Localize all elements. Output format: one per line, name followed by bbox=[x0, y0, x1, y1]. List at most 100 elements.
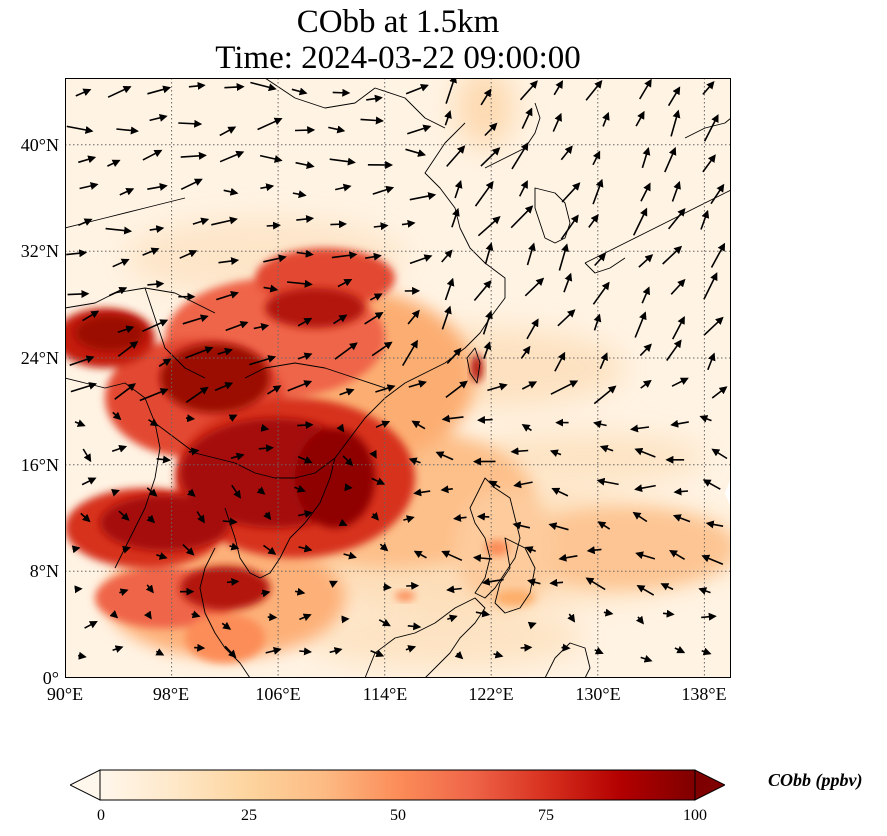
wind-arrow bbox=[364, 311, 384, 325]
wind-arrow bbox=[480, 88, 492, 106]
wind-arrow bbox=[549, 578, 564, 587]
wind-arrow bbox=[214, 382, 234, 392]
wind-arrow bbox=[230, 452, 245, 461]
wind-arrow bbox=[344, 483, 353, 492]
wind-arrow bbox=[148, 418, 159, 427]
wind-arrow bbox=[122, 545, 131, 554]
lat-tick-label: 0° bbox=[42, 668, 59, 688]
wind-arrow bbox=[67, 289, 90, 298]
wind-arrow bbox=[698, 587, 711, 595]
wind-arrow bbox=[294, 485, 306, 493]
wind-arrow bbox=[409, 254, 433, 265]
wind-arrow bbox=[180, 178, 203, 191]
lon-tick-label: 114°E bbox=[362, 684, 408, 704]
wind-arrow bbox=[225, 320, 249, 332]
wind-arrow bbox=[263, 284, 279, 293]
wind-arrow bbox=[112, 411, 122, 421]
wind-arrow bbox=[703, 272, 718, 300]
wind-arrow bbox=[372, 185, 395, 195]
wind-arrow bbox=[664, 146, 677, 173]
wind-arrow bbox=[375, 420, 391, 428]
wind-arrow bbox=[337, 278, 353, 288]
wind-arrow bbox=[378, 618, 391, 627]
wind-arrow bbox=[640, 182, 651, 202]
wind-arrow bbox=[635, 110, 645, 127]
colorbar-label: CObb (ppbv) bbox=[768, 770, 863, 790]
wind-arrow bbox=[261, 589, 271, 598]
wind-arrow bbox=[446, 347, 462, 365]
wind-arrow bbox=[74, 419, 86, 427]
wind-arrow bbox=[119, 188, 135, 196]
wind-arrow bbox=[482, 310, 493, 335]
wind-arrow bbox=[146, 514, 156, 524]
wind-arrow bbox=[297, 317, 313, 327]
wind-arrow bbox=[703, 114, 719, 142]
wind-arrow bbox=[69, 355, 95, 367]
wind-arrow bbox=[599, 444, 614, 453]
wind-arrow bbox=[112, 645, 124, 653]
wind-arrow bbox=[228, 414, 238, 422]
wind-arrow bbox=[403, 515, 415, 523]
wind-arrow bbox=[585, 80, 603, 101]
wind-arrow bbox=[360, 116, 384, 125]
wind-arrow bbox=[447, 614, 458, 623]
wind-arrow bbox=[260, 183, 275, 192]
wind-arrow bbox=[493, 650, 504, 659]
wind-arrow bbox=[641, 286, 650, 304]
wind-arrow bbox=[632, 207, 648, 236]
wind-arrow bbox=[221, 621, 232, 630]
wind-arrow bbox=[258, 444, 274, 453]
wind-arrow bbox=[560, 214, 579, 240]
coastlines bbox=[65, 78, 731, 678]
lon-tick-label: 106°E bbox=[255, 684, 301, 704]
wind-arrow bbox=[66, 249, 88, 258]
colorbar bbox=[70, 769, 725, 801]
wind-arrow bbox=[588, 214, 599, 228]
wind-arrow bbox=[296, 215, 315, 223]
wind-arrow bbox=[142, 149, 163, 161]
wind-arrow bbox=[477, 415, 493, 424]
wind-arrow bbox=[710, 242, 726, 268]
wind-arrow bbox=[74, 585, 83, 594]
wind-arrow bbox=[524, 546, 536, 554]
wind-arrow bbox=[371, 341, 393, 357]
wind-arrow bbox=[229, 542, 240, 551]
wind-arrow bbox=[707, 352, 716, 371]
wind-arrow bbox=[217, 347, 233, 356]
wind-arrow bbox=[223, 187, 239, 196]
wind-vectors bbox=[66, 78, 728, 663]
wind-arrow bbox=[660, 583, 674, 591]
wind-arrow bbox=[142, 247, 160, 256]
wind-arrow bbox=[107, 85, 132, 98]
wind-arrow bbox=[554, 351, 566, 372]
wind-arrow bbox=[369, 449, 377, 459]
wind-arrow bbox=[411, 420, 426, 430]
wind-arrow bbox=[256, 486, 266, 495]
colorbar-tick-label: 0 bbox=[97, 807, 105, 824]
wind-arrow bbox=[365, 252, 382, 261]
wind-arrow bbox=[639, 343, 652, 357]
wind-arrow bbox=[454, 179, 463, 199]
wind-arrow bbox=[180, 151, 207, 160]
wind-arrow bbox=[80, 512, 91, 523]
wind-arrow bbox=[634, 447, 656, 458]
wind-arrow bbox=[216, 291, 239, 301]
wind-arrow bbox=[671, 180, 681, 202]
wind-arrow bbox=[185, 414, 196, 423]
wind-arrow bbox=[329, 157, 356, 166]
wind-arrow bbox=[446, 585, 462, 594]
wind-arrow bbox=[635, 615, 644, 625]
wind-arrow bbox=[526, 242, 536, 266]
wind-arrow bbox=[552, 112, 562, 132]
wind-arrow bbox=[585, 577, 606, 591]
wind-arrow bbox=[224, 83, 245, 92]
wind-arrow bbox=[602, 111, 610, 127]
wind-arrow bbox=[219, 126, 237, 137]
wind-arrow bbox=[331, 251, 358, 260]
wind-arrow bbox=[147, 280, 165, 289]
wind-arrow bbox=[231, 484, 242, 499]
wind-arrow bbox=[520, 345, 531, 359]
wind-arrow bbox=[146, 487, 158, 497]
wind-arrow bbox=[227, 577, 240, 586]
wind-arrow bbox=[299, 613, 312, 622]
